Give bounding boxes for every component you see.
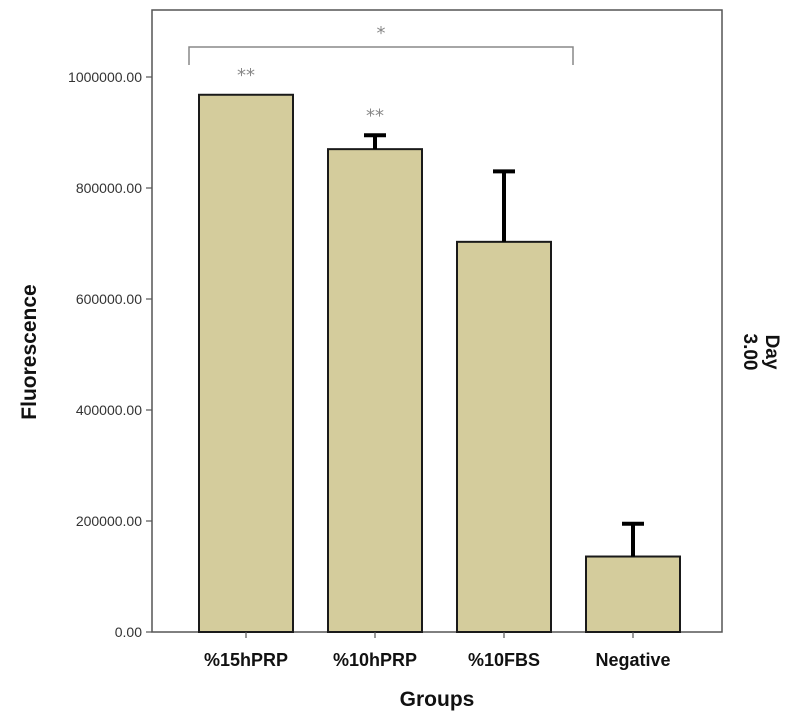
error-bars-layer (364, 133, 644, 557)
significance-label: ** (366, 105, 384, 126)
y-tick-label: 400000.00 (76, 402, 142, 418)
x-tick-label: %15hPRP (204, 650, 288, 670)
bars-layer (198, 93, 681, 634)
y-tick-label: 1000000.00 (68, 69, 142, 85)
y-axis-title: Fluorescence (18, 284, 41, 419)
plot-frame (151, 9, 723, 633)
significance-bracket (188, 46, 574, 65)
facet-label: Day 3.00 (739, 334, 782, 371)
y-axis: 0.00 200000.00 400000.00 600000.00 800000.00… (68, 69, 152, 640)
x-tick-label: %10FBS (468, 650, 540, 670)
bar-10hprp (327, 148, 423, 633)
bar-10fbs (456, 240, 552, 634)
significance-label: ** (237, 65, 255, 86)
y-tick-label: 600000.00 (76, 291, 142, 307)
x-axis: %15hPRP %10hPRP %10FBS Negative (204, 632, 671, 670)
annotations-layer: ***** (188, 23, 574, 126)
y-tick-label: 200000.00 (76, 513, 142, 529)
y-tick-label: 800000.00 (76, 180, 142, 196)
bar-15hprp (198, 93, 294, 633)
x-axis-title: Groups (400, 688, 475, 711)
facet-label-line2: 3.00 (739, 334, 760, 371)
bracket-label: * (377, 23, 386, 44)
x-tick-label: Negative (595, 650, 670, 670)
facet-label-line1: Day (761, 335, 782, 370)
bar-negative (585, 555, 681, 634)
x-tick-label: %10hPRP (333, 650, 417, 670)
y-tick-label: 0.00 (115, 624, 142, 640)
